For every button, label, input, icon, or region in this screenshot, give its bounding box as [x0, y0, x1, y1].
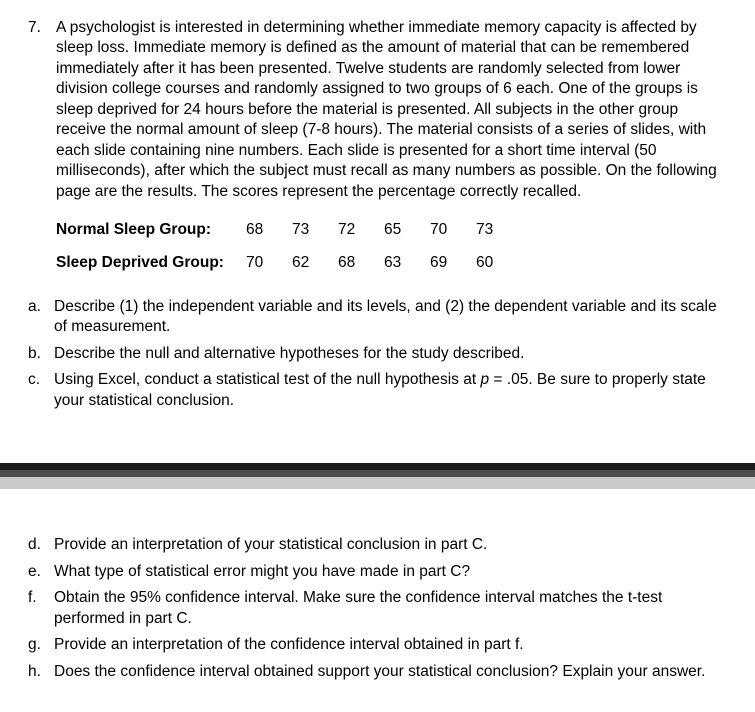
question-prompt: A psychologist is interested in determin… [56, 18, 727, 202]
subpart-text: Does the confidence interval obtained su… [54, 662, 727, 682]
subpart-letter: a. [28, 297, 54, 338]
subpart-letter: e. [28, 562, 54, 582]
subpart-a: a. Describe (1) the independent variable… [28, 297, 727, 338]
p-variable: p [480, 371, 489, 388]
subpart-b: b. Describe the null and alternative hyp… [28, 344, 727, 364]
subparts-top: a. Describe (1) the independent variable… [28, 297, 727, 411]
subpart-text: What type of statistical error might you… [54, 562, 727, 582]
value: 70 [246, 253, 292, 273]
question-body: A psychologist is interested in determin… [56, 18, 727, 291]
subpart-letter: h. [28, 662, 54, 682]
value: 72 [338, 220, 384, 240]
subpart-g: g. Provide an interpretation of the conf… [28, 635, 727, 655]
value: 65 [384, 220, 430, 240]
page: 7. A psychologist is interested in deter… [0, 0, 755, 441]
subpart-text: Provide an interpretation of your statis… [54, 535, 727, 555]
subpart-c: c. Using Excel, conduct a statistical te… [28, 370, 727, 411]
value: 60 [476, 253, 522, 273]
group-values: 68 73 72 65 70 73 [246, 220, 522, 240]
subpart-letter: f. [28, 588, 54, 629]
value: 69 [430, 253, 476, 273]
text-pre: Using Excel, conduct a statistical test … [54, 371, 480, 388]
page-divider [0, 463, 755, 489]
value: 73 [292, 220, 338, 240]
subpart-letter: d. [28, 535, 54, 555]
value: 68 [338, 253, 384, 273]
group-row-deprived: Sleep Deprived Group: 70 62 68 63 69 60 [56, 253, 727, 273]
subpart-d: d. Provide an interpretation of your sta… [28, 535, 727, 555]
subpart-text: Using Excel, conduct a statistical test … [54, 370, 727, 411]
subpart-f: f. Obtain the 95% confidence interval. M… [28, 588, 727, 629]
group-values: 70 62 68 63 69 60 [246, 253, 522, 273]
subpart-h: h. Does the confidence interval obtained… [28, 662, 727, 682]
subpart-text: Obtain the 95% confidence interval. Make… [54, 588, 727, 629]
subpart-letter: g. [28, 635, 54, 655]
value: 68 [246, 220, 292, 240]
subpart-text: Provide an interpretation of the confide… [54, 635, 727, 655]
value: 70 [430, 220, 476, 240]
data-block: Normal Sleep Group: 68 73 72 65 70 73 Sl… [56, 220, 727, 273]
value: 63 [384, 253, 430, 273]
subpart-letter: b. [28, 344, 54, 364]
subpart-letter: c. [28, 370, 54, 411]
page-continued: d. Provide an interpretation of your sta… [0, 535, 755, 712]
subparts-bottom: d. Provide an interpretation of your sta… [28, 535, 727, 682]
group-label: Sleep Deprived Group: [56, 253, 246, 273]
group-row-normal: Normal Sleep Group: 68 73 72 65 70 73 [56, 220, 727, 240]
subpart-e: e. What type of statistical error might … [28, 562, 727, 582]
question-number: 7. [28, 18, 56, 291]
group-label: Normal Sleep Group: [56, 220, 246, 240]
value: 73 [476, 220, 522, 240]
subpart-text: Describe (1) the independent variable an… [54, 297, 727, 338]
value: 62 [292, 253, 338, 273]
subpart-text: Describe the null and alternative hypoth… [54, 344, 727, 364]
question-block: 7. A psychologist is interested in deter… [28, 18, 727, 291]
